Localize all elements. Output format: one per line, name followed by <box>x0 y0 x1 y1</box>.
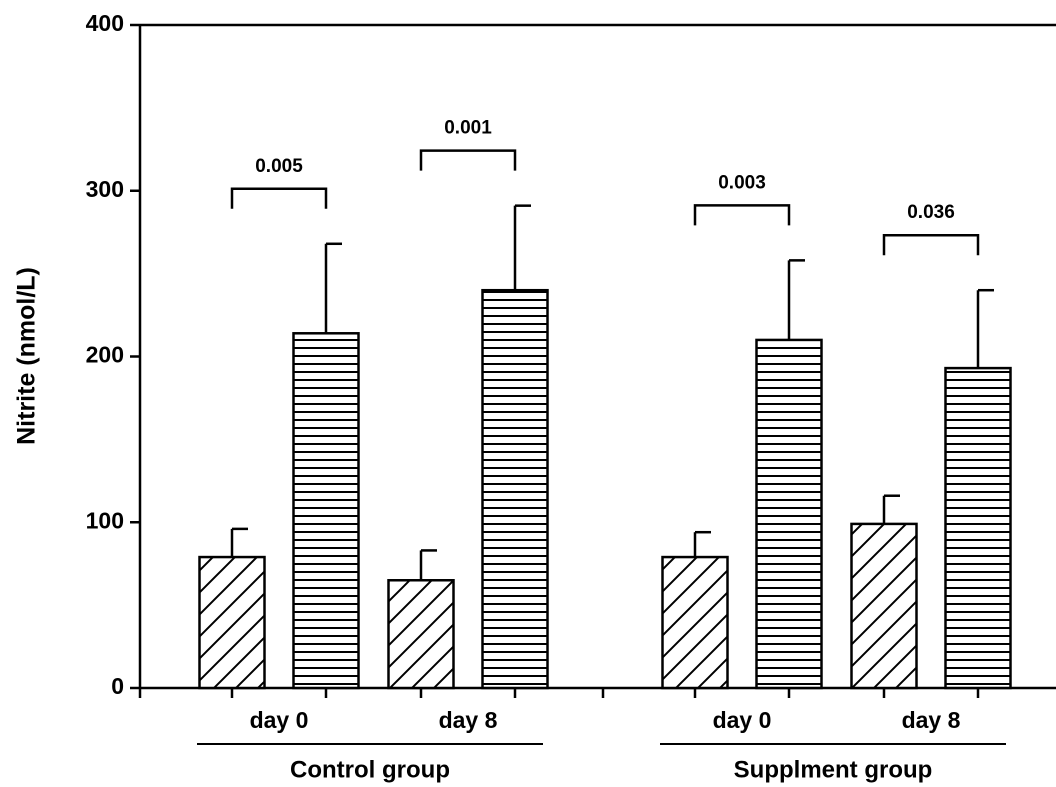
y-tick-label: 300 <box>86 176 124 202</box>
group-label: Supplment group <box>734 756 933 783</box>
chart: Nitrite (nmol/L) 0 100 200 300 400 day 0 0.005… <box>0 0 1056 787</box>
bar <box>200 557 265 688</box>
p-value: 0.036 <box>907 202 955 223</box>
p-value: 0.003 <box>718 172 766 193</box>
bar <box>946 368 1011 688</box>
x-tick-label: day 8 <box>439 707 498 733</box>
bar <box>294 333 359 688</box>
y-tick-label: 400 <box>86 10 124 36</box>
significance-bracket <box>421 151 515 171</box>
y-tick-label: 100 <box>86 507 124 533</box>
group-label: Control group <box>290 756 450 783</box>
x-tick-label: day 8 <box>902 707 961 733</box>
x-tick-label: day 0 <box>250 707 309 733</box>
significance-bracket <box>695 205 789 225</box>
p-value: 0.005 <box>255 156 303 177</box>
bar <box>389 580 454 688</box>
y-axis-title: Nitrite (nmol/L) <box>13 267 41 445</box>
x-tick-label: day 0 <box>713 707 772 733</box>
p-value: 0.001 <box>444 118 492 139</box>
y-tick-label: 200 <box>86 342 124 368</box>
bar <box>852 524 917 688</box>
y-tick-label: 0 <box>111 673 124 699</box>
significance-bracket <box>232 189 326 209</box>
bar <box>757 340 822 688</box>
bar <box>663 557 728 688</box>
bar <box>483 290 548 688</box>
significance-bracket <box>884 235 978 255</box>
